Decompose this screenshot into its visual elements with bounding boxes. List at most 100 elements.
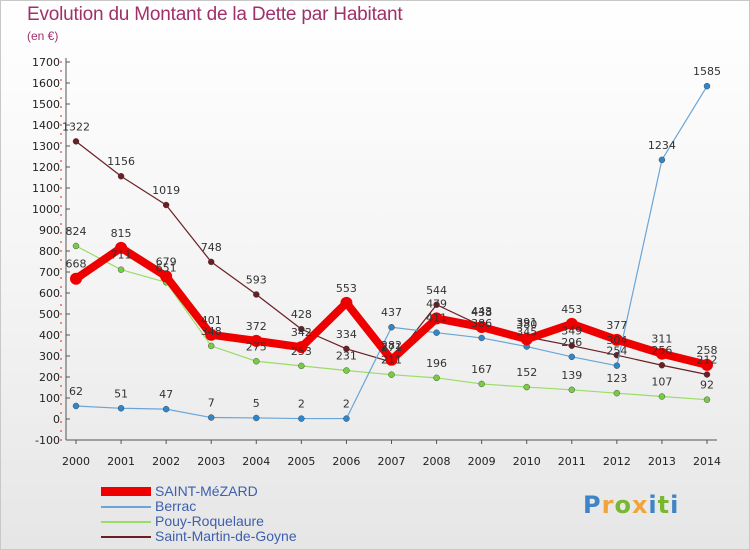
y-tick-label: 600	[39, 287, 60, 300]
y-tick-label: 300	[39, 350, 60, 363]
data-label: 152	[516, 366, 537, 379]
data-point	[298, 325, 305, 333]
data-label: 167	[471, 363, 492, 376]
data-label: 411	[426, 312, 447, 325]
data-point	[613, 362, 621, 369]
y-tick-label: 400	[39, 329, 60, 342]
data-point	[295, 341, 308, 354]
data-point	[115, 241, 128, 254]
data-point	[565, 317, 578, 330]
x-tick-label: 2004	[242, 455, 270, 468]
data-point	[250, 334, 263, 347]
data-label: 1585	[693, 65, 721, 78]
data-label: 824	[66, 225, 87, 238]
data-point	[658, 156, 666, 164]
x-tick-label: 2012	[603, 455, 631, 468]
data-label: 7	[208, 397, 215, 410]
data-label: 544	[426, 284, 447, 297]
data-label: 438	[471, 306, 492, 319]
data-point	[703, 82, 711, 90]
legend-label: SAINT-MéZARD	[155, 483, 258, 499]
data-label: 254	[606, 345, 627, 358]
data-point	[298, 362, 305, 370]
x-tick-label: 2003	[197, 455, 225, 468]
data-label: 282	[381, 339, 402, 352]
proxiti-logo: Proxiti	[583, 491, 679, 519]
data-point	[72, 138, 80, 145]
x-tick-label: 2009	[468, 455, 496, 468]
data-label: 553	[336, 282, 357, 295]
logo-letter: t	[657, 491, 671, 519]
data-label: 256	[651, 344, 672, 357]
data-point	[433, 301, 440, 308]
data-label: 62	[69, 385, 83, 398]
data-label: 253	[291, 345, 312, 358]
data-point	[655, 347, 668, 360]
y-tick-label: 1200	[32, 161, 60, 174]
data-label: 107	[651, 376, 672, 389]
data-point	[478, 380, 485, 388]
data-point	[343, 345, 350, 353]
logo-letter: r	[601, 491, 615, 519]
data-point	[160, 270, 173, 283]
data-label: 1019	[152, 184, 180, 197]
data-label: 651	[156, 261, 177, 274]
data-point	[208, 258, 215, 266]
y-tick-label: 1500	[32, 98, 60, 111]
data-label: 92	[700, 379, 714, 392]
data-label: 1322	[62, 120, 90, 133]
data-label: 275	[246, 340, 267, 353]
x-tick-label: 2006	[332, 455, 360, 468]
data-point	[253, 358, 260, 365]
logo-letter: x	[631, 491, 649, 519]
legend-swatch	[101, 487, 151, 496]
data-point	[658, 362, 666, 369]
data-label: 334	[336, 328, 357, 341]
data-point	[72, 402, 80, 410]
y-tick-label: 1700	[32, 56, 60, 69]
data-label: 380	[516, 318, 537, 331]
data-label: 5	[253, 397, 260, 410]
data-point	[568, 342, 575, 349]
legend-swatch	[101, 521, 151, 523]
data-label: 443	[471, 305, 492, 318]
data-point	[162, 201, 170, 209]
data-labels-layer: 1322 1156 1019 748 593 428 334 271 544 443 391 349 3…	[62, 65, 721, 410]
y-tick-label: 1300	[32, 140, 60, 153]
x-tick-label: 2001	[107, 455, 135, 468]
data-label: 815	[111, 227, 132, 240]
data-label: 428	[291, 308, 312, 321]
x-tick-label: 2008	[423, 455, 451, 468]
data-label: 401	[201, 314, 222, 327]
y-tick-label: 200	[39, 371, 60, 384]
legend-label: Saint-Martin-de-Goyne	[155, 528, 297, 544]
data-label: 679	[156, 255, 177, 268]
x-tick-label: 2005	[287, 455, 315, 468]
data-point	[658, 393, 666, 400]
data-point	[475, 321, 488, 334]
data-point	[568, 353, 575, 361]
x-tick-label: 2000	[62, 455, 90, 468]
data-label: 2	[298, 398, 305, 411]
data-label: 196	[426, 357, 447, 370]
data-point	[72, 242, 80, 250]
data-label: 453	[561, 303, 582, 316]
x-tick-label: 2014	[693, 455, 721, 468]
data-label: 123	[606, 372, 627, 385]
data-label: 711	[111, 249, 132, 262]
data-point	[208, 414, 215, 421]
data-label: 345	[516, 326, 537, 339]
data-point	[610, 333, 623, 346]
y-tick-label: 1600	[32, 77, 60, 90]
data-point	[701, 358, 713, 371]
data-point	[568, 386, 575, 394]
y-tick-label: 0	[53, 413, 60, 426]
data-point	[523, 383, 530, 391]
data-point	[253, 291, 260, 298]
x-tick-label: 2011	[558, 455, 586, 468]
data-label: 349	[561, 325, 582, 338]
data-label: 348	[201, 325, 222, 338]
data-point	[478, 334, 485, 342]
data-label: 748	[201, 241, 222, 254]
